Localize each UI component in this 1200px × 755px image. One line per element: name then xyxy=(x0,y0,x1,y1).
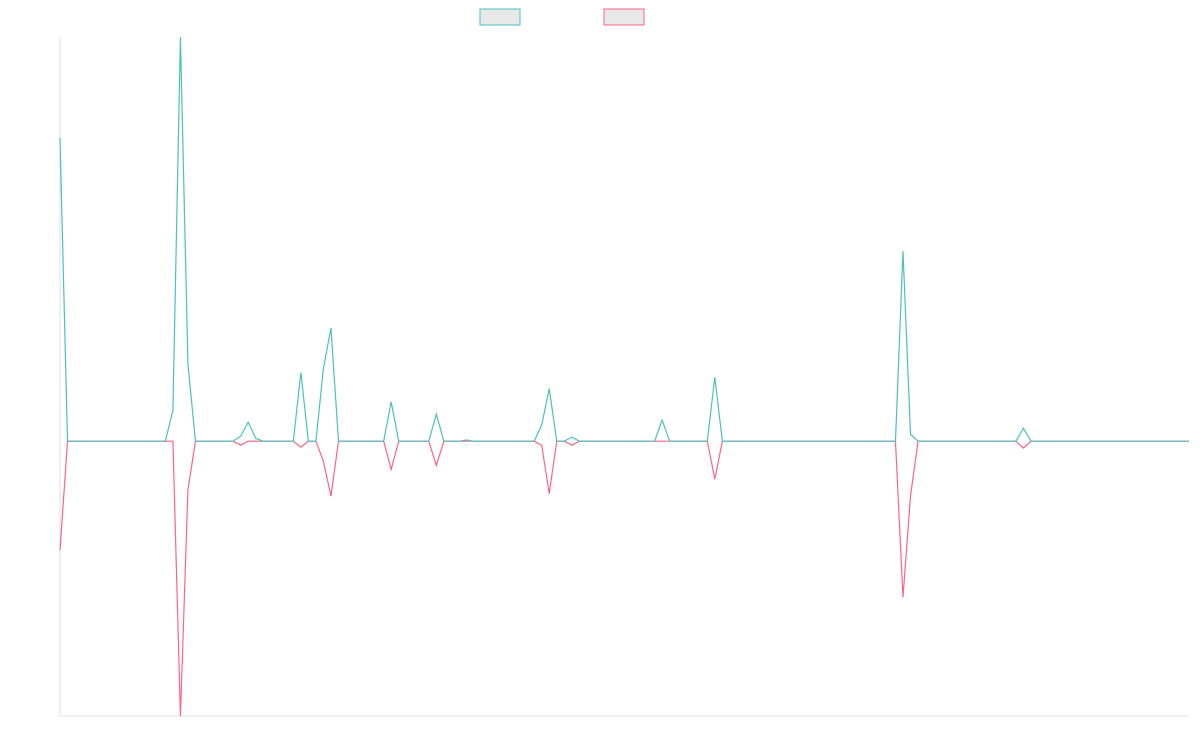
series-line xyxy=(59,440,1189,717)
legend-swatch xyxy=(603,8,645,26)
legend-swatch xyxy=(479,8,521,26)
series-line xyxy=(59,36,1189,442)
